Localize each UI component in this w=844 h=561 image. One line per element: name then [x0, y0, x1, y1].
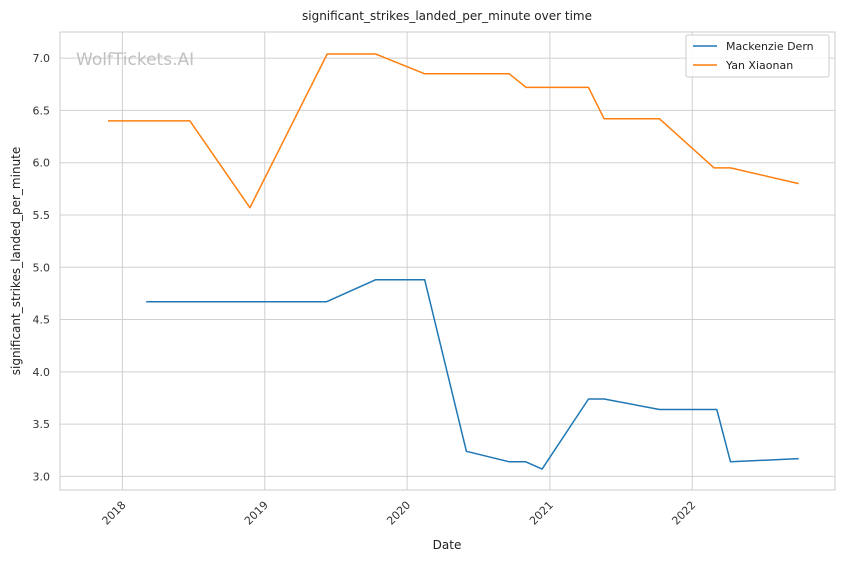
y-tick-label: 3.0 — [33, 470, 51, 483]
y-tick-label: 7.0 — [33, 52, 51, 65]
y-axis-label: significant_strikes_landed_per_minute — [9, 147, 23, 376]
legend-entry: Yan Xiaonan — [725, 59, 793, 72]
series-layer — [108, 53, 799, 470]
legend-entry: Mackenzie Dern — [726, 40, 814, 53]
x-axis-label: Date — [433, 538, 462, 552]
chart-title: significant_strikes_landed_per_minute ov… — [302, 9, 592, 23]
y-tick-label: 5.0 — [33, 261, 51, 274]
y-axis-ticks: 3.0 3.5 4.0 4.5 5.0 5.5 6.0 6.5 7.0 — [33, 52, 51, 483]
y-tick-label: 5.5 — [33, 209, 51, 222]
y-tick-label: 4.5 — [33, 314, 51, 327]
watermark: WolfTickets.AI — [76, 50, 194, 70]
y-tick-label: 3.5 — [33, 418, 51, 431]
plot-area — [59, 31, 836, 491]
legend: Mackenzie Dern Yan Xiaonan — [685, 34, 830, 78]
series-line-2 — [108, 53, 799, 209]
y-tick-label: 6.5 — [33, 104, 51, 117]
y-tick-label: 6.0 — [33, 157, 51, 170]
legend-box — [685, 34, 830, 78]
series-line-1 — [146, 279, 799, 470]
y-tick-label: 4.0 — [33, 366, 51, 379]
